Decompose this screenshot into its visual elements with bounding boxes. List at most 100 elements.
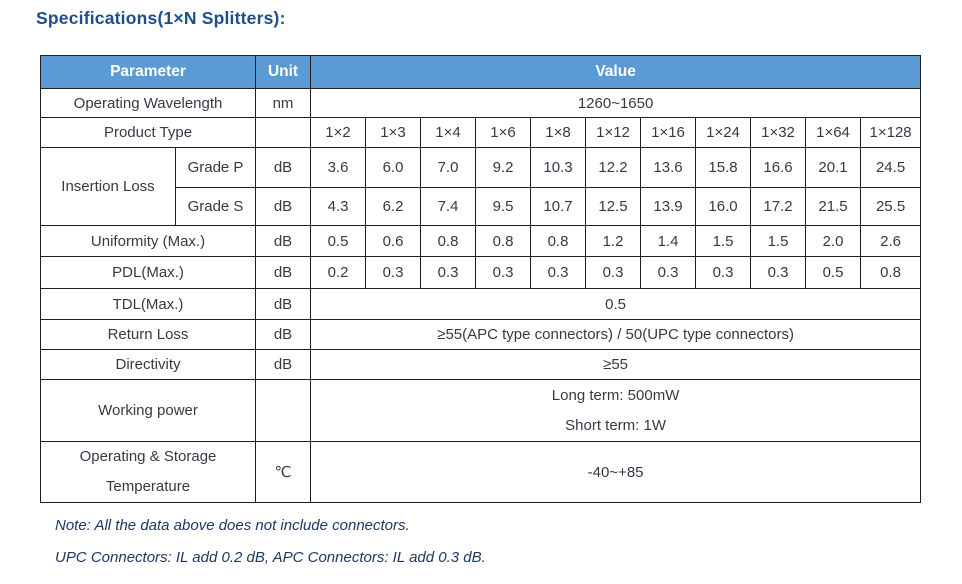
value-cell: 2.0 (805, 225, 862, 257)
unit-cell: nm (255, 88, 312, 118)
value-cell: ≥55(APC type connectors) / 50(UPC type c… (310, 319, 922, 350)
table-header-row: Parameter Unit Value (39, 55, 922, 89)
table-row-product-type: Product Type 1×2 1×3 1×4 1×6 1×8 1×12 1×… (39, 117, 922, 148)
value-cell: 1260~1650 (310, 88, 922, 118)
table-row-insertion-loss-grade-p: Insertion Loss Grade P dB 3.6 6.0 7.0 9.… (40, 147, 922, 226)
param-label: Insertion Loss (40, 147, 176, 226)
table-row-operating-wavelength: Operating Wavelength nm 1260~1650 (39, 88, 922, 118)
working-power-long-term: Long term: 500mW (551, 386, 680, 404)
value-cell: 0.3 (695, 256, 752, 289)
specifications-table: Parameter Unit Value Operating Wavelengt… (39, 55, 922, 503)
value-cell: 13.6 (640, 147, 697, 188)
header-parameter: Parameter (39, 55, 257, 89)
header-unit: Unit (255, 55, 312, 89)
value-cell: 0.3 (750, 256, 807, 289)
value-cell: 1×4 (420, 117, 477, 148)
value-cell: 9.5 (475, 187, 532, 226)
value-cell: 0.5 (310, 288, 922, 320)
value-cell: 1.5 (750, 225, 807, 257)
value-cell: 3.6 (310, 147, 367, 188)
value-cell: 0.3 (585, 256, 642, 289)
unit-cell: dB (255, 288, 312, 320)
param-sublabel: Grade S (174, 187, 257, 226)
value-cell: 7.4 (420, 187, 477, 226)
unit-cell: dB (255, 349, 312, 380)
unit-cell (255, 117, 312, 148)
value-cell: 1×8 (530, 117, 587, 148)
value-cell: 2.6 (860, 225, 922, 257)
unit-cell: ℃ (255, 441, 312, 503)
unit-cell: dB (255, 256, 312, 289)
table-row-pdl: PDL(Max.) dB 0.2 0.3 0.3 0.3 0.3 0.3 0.3… (39, 256, 922, 289)
value-cell: 1×12 (585, 117, 642, 148)
value-cell: 1×3 (365, 117, 422, 148)
value-cell: 1×24 (695, 117, 752, 148)
param-label: PDL(Max.) (39, 256, 257, 289)
param-label: Operating Wavelength (39, 88, 257, 118)
value-cell: 0.8 (860, 256, 922, 289)
table-row-tdl: TDL(Max.) dB 0.5 (39, 288, 922, 320)
value-cell: 0.5 (805, 256, 862, 289)
value-cell: 9.2 (475, 147, 532, 188)
value-cell: 1×128 (860, 117, 922, 148)
value-cell: 6.2 (365, 187, 422, 226)
value-cell: ≥55 (310, 349, 922, 380)
value-cell: 1×6 (475, 117, 532, 148)
value-cell: 0.8 (420, 225, 477, 257)
value-cell: 1×16 (640, 117, 697, 148)
value-cell: 4.3 (310, 187, 367, 226)
table-row-uniformity: Uniformity (Max.) dB 0.5 0.6 0.8 0.8 0.8… (39, 225, 922, 257)
value-cell: 17.2 (750, 187, 807, 226)
unit-cell: dB (255, 147, 312, 188)
value-cell: 25.5 (860, 187, 922, 226)
header-value: Value (310, 55, 922, 89)
table-row-directivity: Directivity dB ≥55 (39, 349, 922, 380)
value-cell: 1×2 (310, 117, 367, 148)
table-row-temperature: Operating & Storage Temperature ℃ -40~+8… (39, 441, 922, 503)
table-row-insertion-loss-grade-s: Grade S dB 4.3 6.2 7.4 9.5 10.7 12.5 13.… (41, 187, 922, 226)
value-cell: 16.6 (750, 147, 807, 188)
value-cell: 10.3 (530, 147, 587, 188)
value-cell: 24.5 (860, 147, 922, 188)
value-cell: 16.0 (695, 187, 752, 226)
value-cell: 12.5 (585, 187, 642, 226)
value-cell: 0.8 (475, 225, 532, 257)
value-cell: 0.6 (365, 225, 422, 257)
value-cell: 21.5 (805, 187, 862, 226)
table-row-working-power: Working power Long term: 500mW Short ter… (39, 379, 922, 442)
value-cell: 12.2 (585, 147, 642, 188)
unit-cell (255, 379, 312, 442)
param-label: Directivity (39, 349, 257, 380)
value-cell: 0.8 (530, 225, 587, 257)
note-connectors: Note: All the data above does not includ… (55, 517, 410, 534)
param-label: Uniformity (Max.) (39, 225, 257, 257)
value-cell: 6.0 (365, 147, 422, 188)
value-cell: 1.2 (585, 225, 642, 257)
unit-cell: dB (255, 319, 312, 350)
value-cell: 1×64 (805, 117, 862, 148)
param-label: Return Loss (39, 319, 257, 350)
temperature-label-line1: Operating & Storage (79, 448, 217, 465)
unit-cell: dB (255, 187, 312, 226)
working-power-short-term: Short term: 1W (565, 416, 666, 434)
value-cell: Long term: 500mW Short term: 1W (310, 379, 922, 442)
unit-cell: dB (255, 225, 312, 257)
note-il-add: UPC Connectors: IL add 0.2 dB, APC Conne… (55, 549, 486, 566)
value-cell: 7.0 (420, 147, 477, 188)
table-row-return-loss: Return Loss dB ≥55(APC type connectors) … (39, 319, 922, 350)
value-cell: 1.5 (695, 225, 752, 257)
value-cell: 0.2 (310, 256, 367, 289)
param-sublabel: Grade P (174, 147, 257, 188)
param-label: Working power (39, 379, 257, 442)
value-cell: 15.8 (695, 147, 752, 188)
value-cell: 1×32 (750, 117, 807, 148)
value-cell: 0.3 (475, 256, 532, 289)
value-cell: 10.7 (530, 187, 587, 226)
page-title: Specifications(1×N Splitters): (36, 8, 286, 28)
value-cell: 0.3 (420, 256, 477, 289)
param-label: Product Type (39, 117, 257, 148)
value-cell: 0.5 (310, 225, 367, 257)
value-cell: 0.3 (640, 256, 697, 289)
value-cell: 0.3 (365, 256, 422, 289)
